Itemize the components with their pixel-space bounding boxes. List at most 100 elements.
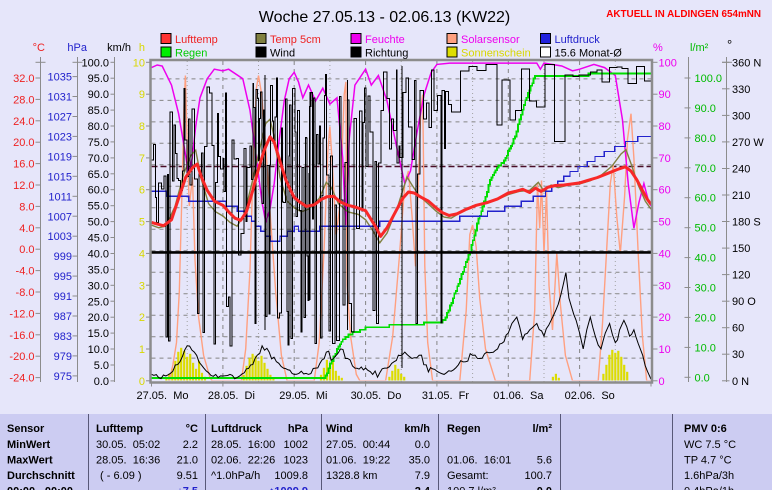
svg-text:-24.0: -24.0 <box>9 373 34 385</box>
svg-text:40.0: 40.0 <box>695 253 716 265</box>
svg-text:28.05. 16:00: 28.05. 16:00 <box>211 439 275 451</box>
svg-text:3: 3 <box>139 280 145 292</box>
svg-text:70.0: 70.0 <box>695 163 716 175</box>
svg-text:10: 10 <box>133 57 145 69</box>
svg-text:100: 100 <box>659 57 677 69</box>
svg-text:km/h: km/h <box>404 423 430 435</box>
svg-text:10: 10 <box>659 344 671 356</box>
svg-text:330: 330 <box>732 84 750 96</box>
svg-text:991: 991 <box>54 291 72 303</box>
svg-text:1003: 1003 <box>48 231 72 243</box>
svg-text:2.2: 2.2 <box>183 439 198 451</box>
svg-text:Gesamt:: Gesamt: <box>447 470 489 482</box>
svg-text:hPa: hPa <box>67 42 87 54</box>
svg-text:-12.0: -12.0 <box>9 308 34 320</box>
svg-text:180 S: 180 S <box>732 217 761 229</box>
svg-text:999: 999 <box>54 251 72 263</box>
svg-text:°C: °C <box>33 42 45 54</box>
svg-text:00:00 - 00:00: 00:00 - 00:00 <box>7 486 73 490</box>
svg-text:WC 7.5 °C: WC 7.5 °C <box>684 439 736 451</box>
svg-text:55.0: 55.0 <box>88 201 109 213</box>
svg-text:80.0: 80.0 <box>695 133 716 145</box>
svg-text:360 N: 360 N <box>732 57 761 69</box>
svg-text:90.0: 90.0 <box>88 89 109 101</box>
svg-text:01.06. 16:01: 01.06. 16:01 <box>447 455 511 467</box>
svg-text:270 W: 270 W <box>732 137 764 149</box>
svg-text:0.0: 0.0 <box>415 439 430 451</box>
svg-text:Wind: Wind <box>326 423 353 435</box>
svg-text:02.06. 22:26: 02.06. 22:26 <box>211 455 275 467</box>
svg-text:l/m²: l/m² <box>690 42 709 54</box>
svg-text:Woche 27.05.13 - 02.06.13 (KW2: Woche 27.05.13 - 02.06.13 (KW22) <box>259 9 510 26</box>
svg-text:90: 90 <box>659 89 671 101</box>
svg-text:1.6hPa/3h: 1.6hPa/3h <box>684 470 734 482</box>
svg-text:25.0: 25.0 <box>88 296 109 308</box>
svg-text:1031: 1031 <box>48 92 72 104</box>
svg-text:1002: 1002 <box>284 439 308 451</box>
svg-text:10.0: 10.0 <box>695 342 716 354</box>
svg-text:40.0: 40.0 <box>88 248 109 260</box>
svg-text:2.4: 2.4 <box>415 486 431 490</box>
svg-text:-16.0: -16.0 <box>9 330 34 342</box>
svg-text:45.0: 45.0 <box>88 233 109 245</box>
svg-text:20.0: 20.0 <box>88 312 109 324</box>
svg-text:Lufttemp: Lufttemp <box>175 34 218 46</box>
svg-text:0 N: 0 N <box>732 376 749 388</box>
svg-text:↑1009.9: ↑1009.9 <box>269 486 308 490</box>
svg-text:Sensor: Sensor <box>7 423 45 435</box>
svg-text:27.05. 00:44: 27.05. 00:44 <box>326 439 390 451</box>
svg-text:75.0: 75.0 <box>88 137 109 149</box>
svg-text:↓7.5: ↓7.5 <box>177 486 198 490</box>
svg-text:995: 995 <box>54 271 72 283</box>
svg-text:hPa: hPa <box>288 423 309 435</box>
svg-text:983: 983 <box>54 331 72 343</box>
svg-text:Regen: Regen <box>447 423 481 435</box>
svg-text:50.0: 50.0 <box>88 217 109 229</box>
svg-text:%: % <box>653 42 663 54</box>
svg-text:0.4hPa/1h: 0.4hPa/1h <box>684 486 734 490</box>
svg-text:Luftdruck: Luftdruck <box>555 34 601 46</box>
svg-text:1035: 1035 <box>48 72 72 84</box>
svg-text:Regen: Regen <box>175 48 207 60</box>
svg-text:30: 30 <box>659 280 671 292</box>
svg-text:7: 7 <box>139 153 145 165</box>
svg-text:30.05. Do: 30.05. Do <box>351 390 402 402</box>
svg-text:15.6 Monat-Ø: 15.6 Monat-Ø <box>555 48 623 60</box>
svg-text:24.0: 24.0 <box>13 116 34 128</box>
svg-text:70.0: 70.0 <box>88 153 109 165</box>
svg-text:240: 240 <box>732 163 750 175</box>
svg-text:28.0: 28.0 <box>13 94 34 106</box>
svg-text:30.0: 30.0 <box>88 280 109 292</box>
svg-text:50.0: 50.0 <box>695 223 716 235</box>
svg-text:987: 987 <box>54 311 72 323</box>
svg-text:01.06. Sa: 01.06. Sa <box>493 390 544 402</box>
svg-text:30: 30 <box>732 349 744 361</box>
svg-text:32.0: 32.0 <box>13 73 34 85</box>
svg-text:21.0: 21.0 <box>177 455 198 467</box>
svg-text:40: 40 <box>659 248 671 260</box>
svg-text:9.51: 9.51 <box>177 470 198 482</box>
svg-text:8.0: 8.0 <box>19 201 34 213</box>
svg-text:Feuchte: Feuchte <box>365 34 405 46</box>
svg-text:100.0: 100.0 <box>81 57 109 69</box>
svg-text:1: 1 <box>139 344 145 356</box>
svg-text:°C: °C <box>186 423 198 435</box>
svg-text:65.0: 65.0 <box>88 169 109 181</box>
svg-text:Richtung: Richtung <box>365 48 408 60</box>
svg-text:28.05. 16:36: 28.05. 16:36 <box>96 455 160 467</box>
svg-text:60: 60 <box>659 185 671 197</box>
svg-text:Sonnenschein: Sonnenschein <box>461 48 531 60</box>
svg-text:5.0: 5.0 <box>94 360 109 372</box>
svg-text:Lufttemp: Lufttemp <box>96 423 143 435</box>
svg-text:5: 5 <box>139 217 145 229</box>
svg-text:0.0: 0.0 <box>537 486 552 490</box>
svg-text:1019: 1019 <box>48 151 72 163</box>
svg-text:95.0: 95.0 <box>88 73 109 85</box>
svg-text:28.05. Di: 28.05. Di <box>208 390 255 402</box>
svg-text:10.0: 10.0 <box>88 344 109 356</box>
svg-text:80.0: 80.0 <box>88 121 109 133</box>
svg-text:TP 4.7 °C: TP 4.7 °C <box>684 455 732 467</box>
svg-text:31.05. Fr: 31.05. Fr <box>422 390 469 402</box>
svg-text:27.05. Mo: 27.05. Mo <box>137 390 189 402</box>
svg-text:12.0: 12.0 <box>13 180 34 192</box>
